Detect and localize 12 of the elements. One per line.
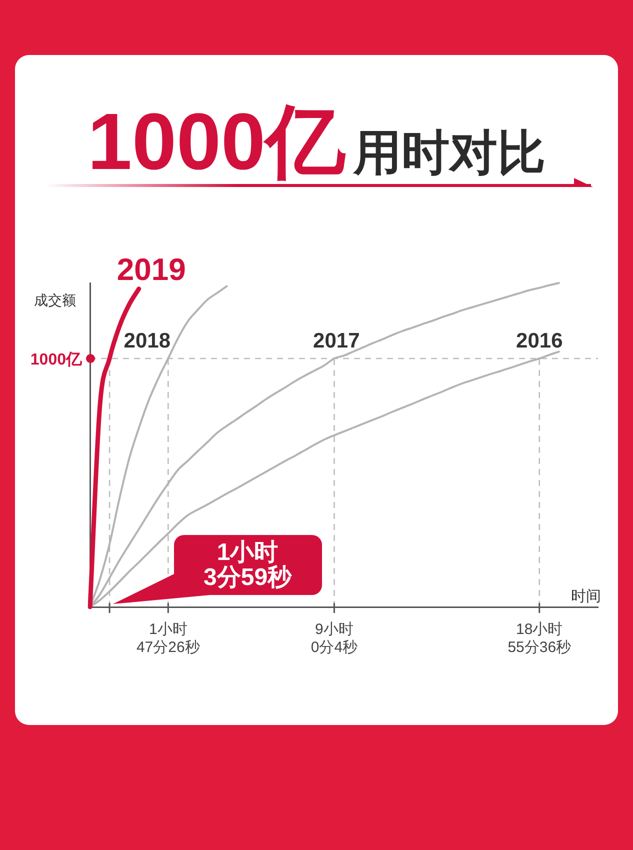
x-tick-label: 1小时 47分26秒 [136,621,200,656]
series-label: 2019 [116,252,186,287]
x-tick-label: 18小时 55分36秒 [508,621,572,656]
series-label: 2018 [124,329,171,352]
x-tick-label: 9小时 0分4秒 [310,621,358,656]
series-label: 2017 [313,329,360,352]
chart-title: 1000亿用时对比 [88,97,546,186]
annotation: 1小时 3分59秒 [204,539,292,591]
y-axis-title: 成交额 [34,292,76,308]
ref-line-label: 1000亿 [30,350,83,368]
series-label: 2016 [516,329,563,352]
x-axis-title: 时间 [571,588,601,605]
